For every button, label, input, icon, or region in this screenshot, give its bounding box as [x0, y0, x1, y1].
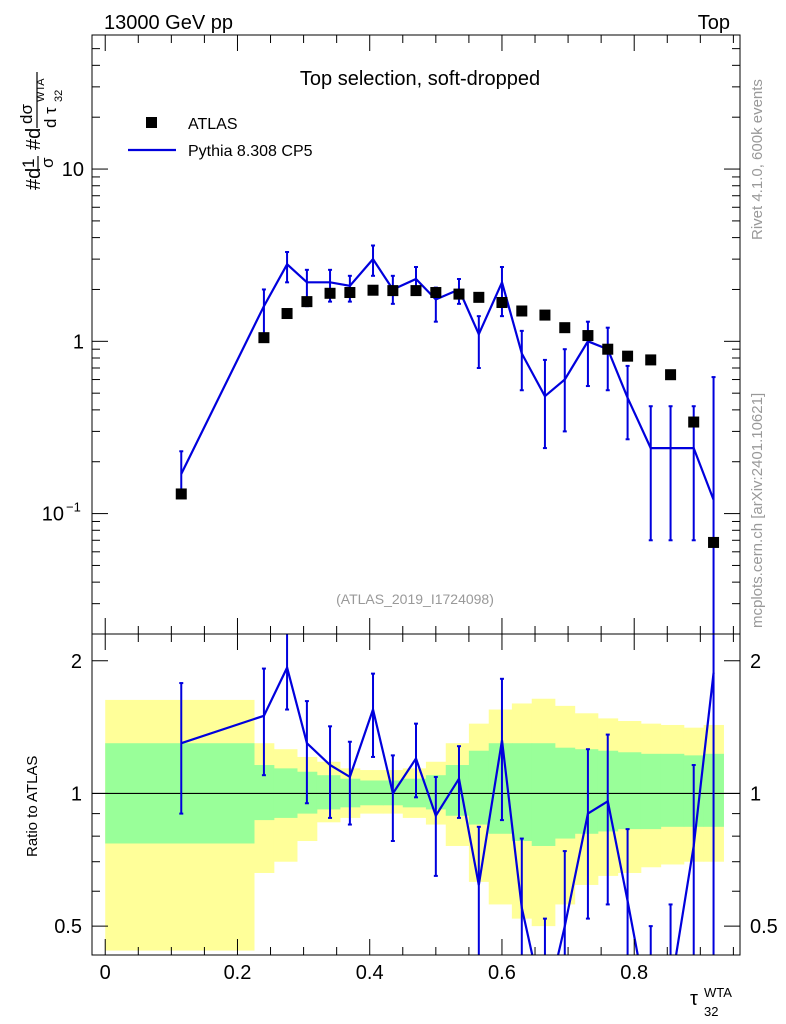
atlas-data-point [258, 332, 270, 344]
atlas-data-point [645, 354, 657, 366]
atlas-data-point [708, 536, 720, 548]
main-y-axis-label: #d 1 σ #d dσ d τ WTA 32 [17, 72, 65, 190]
atlas-data-point [367, 284, 379, 296]
ratio-bands [105, 698, 724, 951]
band-inner-bin [468, 750, 490, 825]
analysis-watermark: (ATLAS_2019_I1724098) [336, 591, 494, 607]
atlas-data-point [582, 330, 594, 342]
atlas-data-point [516, 305, 528, 317]
band-inner-bin [254, 765, 275, 821]
ratio-y-tick-label-right: 2 [750, 651, 761, 673]
ratio-series [179, 634, 715, 955]
pythia-line [180, 257, 715, 501]
atlas-data-point [539, 309, 551, 321]
x-tick-label: 0.2 [224, 962, 252, 984]
ylabel-wta: WTA [35, 78, 47, 102]
atlas-data-point [281, 308, 293, 320]
ylabel-d1: #d [23, 168, 45, 190]
x-tick-label: 0.8 [620, 962, 648, 984]
atlas-data-point [410, 285, 422, 297]
x-tick-label: 0.6 [488, 962, 516, 984]
legend-pythia-label: Pythia 8.308 CP5 [188, 143, 313, 160]
ratio-y-axis-label: Ratio to ATLAS [24, 756, 41, 857]
ylabel-one: 1 [19, 159, 38, 168]
x-axis-label: τ WTA 32 [690, 985, 732, 1019]
atlas-data-point [496, 297, 508, 309]
atlas-data-point [622, 350, 634, 362]
x-tick-label: 0 [100, 962, 111, 984]
header-process-label: Top [698, 12, 730, 34]
header-energy-label: 13000 GeV pp [104, 12, 233, 34]
ratio-y-tick-label: 0.5 [54, 916, 82, 938]
mcplots-reference-label: mcplots.cern.ch [arXiv:2401.10621] [749, 393, 766, 628]
band-inner-bin [445, 765, 470, 816]
atlas-data-point [324, 287, 336, 299]
xlabel-32: 32 [704, 1004, 718, 1019]
ylabel-sigma: σ [38, 157, 57, 168]
main-y-tick-label-exponent: −1 [66, 500, 81, 515]
band-inner-bin [640, 753, 662, 830]
atlas-data-point [387, 285, 399, 297]
band-inner-bin [316, 775, 341, 810]
ylabel-dtau: d τ [41, 107, 60, 128]
main-y-tick-label: 10 [42, 504, 64, 526]
band-inner-bin [531, 743, 556, 846]
ratio-panel [92, 634, 740, 955]
main-panel [175, 244, 720, 634]
atlas-data-point [602, 343, 614, 355]
main-y-tick-label: 10 [62, 159, 84, 181]
atlas-data-point [344, 287, 356, 299]
legend-atlas-marker [146, 117, 157, 128]
band-inner-bin [511, 743, 533, 842]
atlas-data-point [430, 287, 442, 299]
atlas-data-point [301, 296, 313, 308]
legend-atlas-label: ATLAS [188, 116, 238, 133]
band-inner-bin [660, 753, 685, 827]
band-inner-bin [617, 752, 642, 830]
main-y-tick-label: 1 [73, 331, 84, 353]
xlabel-tau: τ [690, 988, 698, 1010]
atlas-data-point [665, 369, 677, 381]
band-inner-bin [488, 743, 513, 834]
atlas-data-point [453, 288, 465, 300]
main-atlas-series [175, 284, 720, 548]
ylabel-32: 32 [53, 90, 65, 102]
ratio-y-tick-label-right: 1 [750, 783, 761, 805]
x-tick-label: 0.4 [356, 962, 384, 984]
ylabel-dsigma: dσ [17, 104, 36, 124]
atlas-data-point [175, 488, 187, 500]
xlabel-wta: WTA [704, 985, 732, 1000]
ratio-y-tick-label: 1 [71, 783, 82, 805]
rivet-version-label: Rivet 4.1.0, 600k events [749, 79, 766, 240]
ratio-y-tick-label-right: 0.5 [750, 916, 778, 938]
plot-title: Top selection, soft-dropped [300, 68, 540, 90]
ratio-y-tick-label: 2 [71, 651, 82, 673]
atlas-data-point [473, 291, 485, 303]
atlas-data-point [559, 322, 571, 334]
band-inner-bin [574, 749, 599, 834]
ratio-frame [91, 633, 741, 956]
atlas-data-point [688, 416, 700, 428]
ylabel-d2: #d [23, 128, 45, 150]
